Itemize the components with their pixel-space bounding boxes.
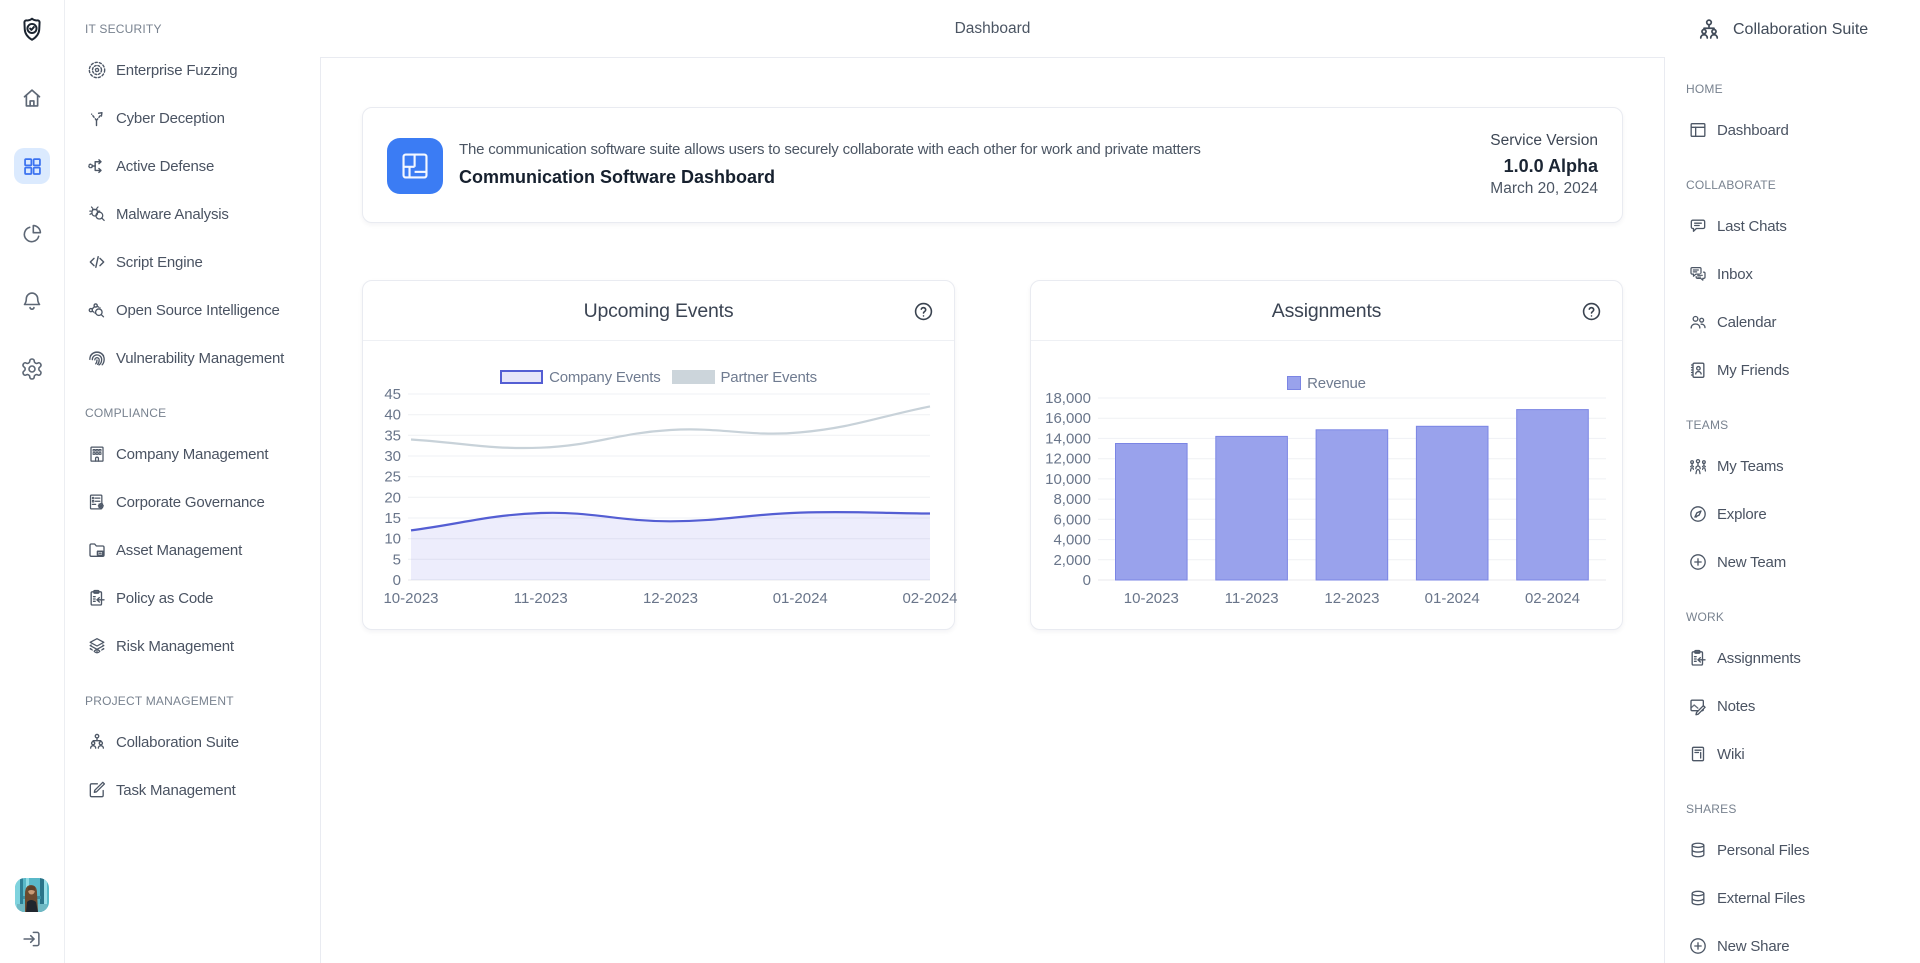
svg-text:15: 15 (384, 510, 401, 527)
svg-text:02-2024: 02-2024 (1525, 590, 1580, 607)
svg-text:6,000: 6,000 (1053, 511, 1091, 528)
svg-text:8,000: 8,000 (1053, 491, 1091, 508)
svg-text:4,000: 4,000 (1053, 532, 1091, 549)
svg-text:16,000: 16,000 (1045, 410, 1091, 427)
svg-text:20: 20 (384, 489, 401, 506)
svg-text:01-2024: 01-2024 (1425, 590, 1480, 607)
svg-text:18,000: 18,000 (1045, 390, 1091, 407)
svg-text:45: 45 (384, 386, 401, 403)
svg-text:14,000: 14,000 (1045, 430, 1091, 447)
svg-text:25: 25 (384, 469, 401, 486)
svg-text:12,000: 12,000 (1045, 451, 1091, 468)
svg-text:10: 10 (384, 531, 401, 548)
svg-text:11-2023: 11-2023 (1225, 590, 1279, 607)
svg-text:11-2023: 11-2023 (514, 590, 568, 607)
svg-text:10,000: 10,000 (1045, 471, 1091, 488)
svg-text:35: 35 (384, 427, 401, 444)
svg-text:0: 0 (1083, 572, 1091, 589)
svg-text:01-2024: 01-2024 (773, 590, 828, 607)
svg-text:2,000: 2,000 (1053, 552, 1091, 569)
svg-text:02-2024: 02-2024 (902, 590, 957, 607)
svg-text:10-2023: 10-2023 (383, 590, 438, 607)
svg-text:40: 40 (384, 407, 401, 424)
svg-text:30: 30 (384, 448, 401, 465)
svg-text:0: 0 (393, 572, 401, 589)
svg-text:10-2023: 10-2023 (1124, 590, 1179, 607)
svg-text:5: 5 (393, 551, 401, 568)
svg-text:12-2023: 12-2023 (1324, 590, 1379, 607)
svg-text:12-2023: 12-2023 (643, 590, 698, 607)
